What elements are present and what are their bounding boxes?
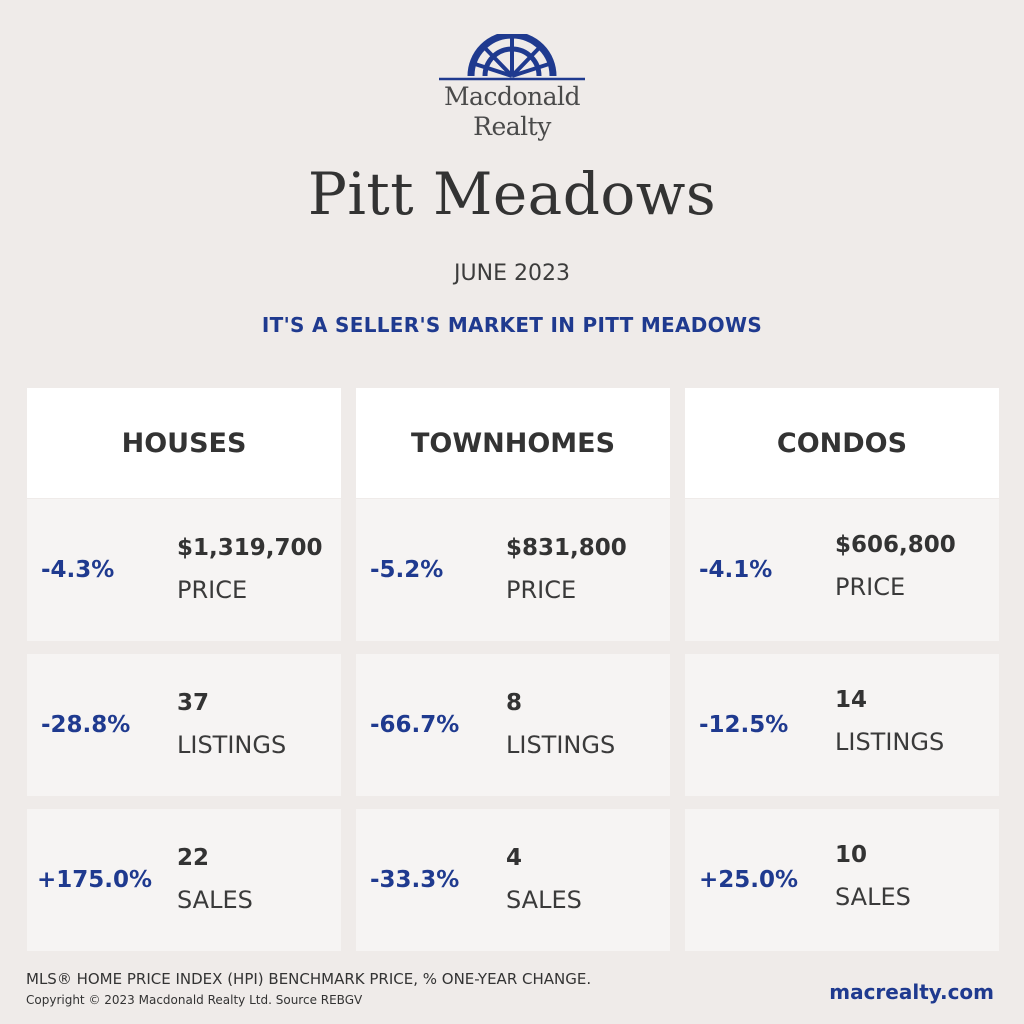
sales-label: SALES: [835, 883, 911, 911]
listings-value: 37: [177, 690, 210, 716]
sales-card: +175.0% 22 SALES: [27, 809, 341, 951]
price-change: -5.2%: [370, 557, 444, 583]
sales-value: 4: [506, 845, 523, 871]
sales-change: +25.0%: [699, 867, 799, 893]
price-card: -5.2% $831,800 PRICE: [356, 499, 670, 641]
listings-value: 8: [506, 690, 523, 716]
logo-line-2: Realty: [473, 112, 551, 141]
price-change: -4.1%: [699, 557, 773, 583]
listings-value: 14: [835, 687, 868, 713]
sales-card: -33.3% 4 SALES: [356, 809, 670, 951]
logo-line-1: Macdonald: [443, 82, 581, 111]
market-headline: IT'S A SELLER'S MARKET IN PITT MEADOWS: [261, 313, 763, 337]
column-header: HOUSES: [27, 388, 341, 498]
copyright-text: Copyright © 2023 Macdonald Realty Ltd. S…: [26, 993, 363, 1007]
column-houses: HOUSES -4.3% $1,319,700 PRICE -28.8% 37 …: [27, 388, 341, 951]
price-label: PRICE: [506, 576, 577, 604]
price-label: PRICE: [835, 573, 906, 601]
listings-label: LISTINGS: [177, 731, 287, 759]
sales-label: SALES: [177, 886, 253, 914]
price-card: -4.3% $1,319,700 PRICE: [27, 499, 341, 641]
listings-card: -12.5% 14 LISTINGS: [685, 654, 999, 796]
price-card: -4.1% $606,800 PRICE: [685, 499, 999, 641]
sales-card: +25.0% 10 SALES: [685, 809, 999, 951]
sales-value: 22: [177, 845, 210, 871]
listings-change: -28.8%: [41, 712, 131, 738]
sales-change: +175.0%: [37, 867, 153, 893]
sales-change: -33.3%: [370, 867, 460, 893]
column-header: TOWNHOMES: [356, 388, 670, 498]
price-change: -4.3%: [41, 557, 115, 583]
listings-card: -66.7% 8 LISTINGS: [356, 654, 670, 796]
listings-label: LISTINGS: [506, 731, 616, 759]
report-date: JUNE 2023: [454, 261, 570, 286]
column-townhomes: TOWNHOMES -5.2% $831,800 PRICE -66.7% 8 …: [356, 388, 670, 951]
price-value: $606,800: [835, 532, 956, 558]
price-value: $1,319,700: [177, 535, 323, 561]
listings-card: -28.8% 37 LISTINGS: [27, 654, 341, 796]
sales-value: 10: [835, 842, 868, 868]
sunrise-logo-icon: [439, 34, 585, 81]
website-link[interactable]: macrealty.com: [829, 980, 994, 1004]
sales-label: SALES: [506, 886, 582, 914]
brand-logo: Macdonald Realty: [412, 34, 612, 142]
listings-label: LISTINGS: [835, 728, 945, 756]
column-condos: CONDOS -4.1% $606,800 PRICE -12.5% 14 LI…: [685, 388, 999, 951]
listings-change: -66.7%: [370, 712, 460, 738]
price-value: $831,800: [506, 535, 627, 561]
page-title: Pitt Meadows: [307, 160, 717, 228]
hpi-footnote: MLS® HOME PRICE INDEX (HPI) BENCHMARK PR…: [26, 970, 592, 988]
column-header: CONDOS: [685, 388, 999, 498]
listings-change: -12.5%: [699, 712, 789, 738]
price-label: PRICE: [177, 576, 248, 604]
